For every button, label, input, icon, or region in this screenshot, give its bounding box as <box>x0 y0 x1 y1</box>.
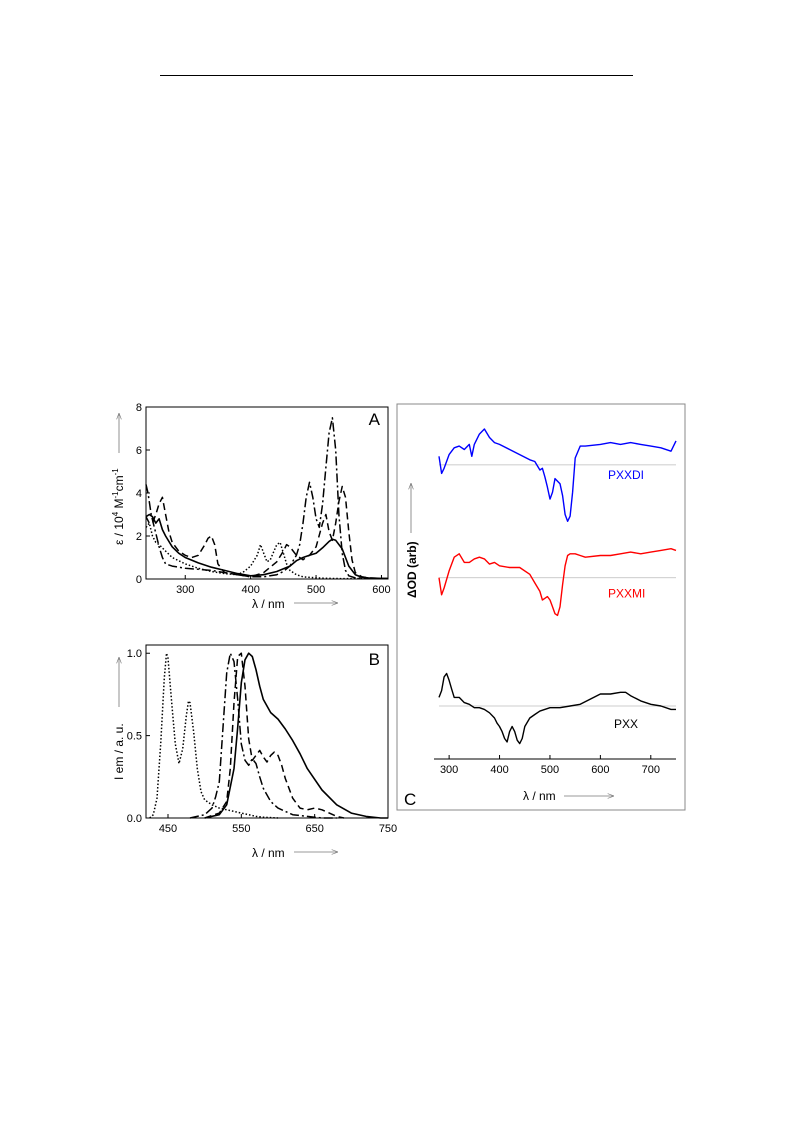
x-tick-label: 700 <box>642 764 660 776</box>
y-tick-label: 1.0 <box>127 648 142 660</box>
baselines <box>439 464 676 707</box>
x-tick-label: 600 <box>372 584 390 596</box>
series-line-pxx <box>438 672 676 745</box>
y-tick-label: 4 <box>136 488 142 500</box>
x-axis-label: λ / nm <box>252 597 285 611</box>
header-rule <box>160 75 633 76</box>
series-line-dashdot <box>189 652 337 819</box>
panel-letter: B <box>369 650 380 669</box>
y-ticks: 0 2 4 6 8 <box>136 402 150 586</box>
y-tick-label: 2 <box>136 531 142 543</box>
y-label-exp: -1 <box>111 468 120 476</box>
series-line-dashed <box>145 485 389 580</box>
series-line-dashed <box>204 652 345 819</box>
y-tick-label: 8 <box>136 402 142 414</box>
panel-letter: A <box>369 410 381 429</box>
y-tick-label: 0.5 <box>127 731 142 743</box>
y-label-exp: -1 <box>111 491 120 499</box>
series-label-pxxdi: PXXDI <box>608 468 644 482</box>
panel-letter: C <box>404 790 416 809</box>
y-label-exp: 4 <box>111 511 120 516</box>
series-line-solid <box>204 652 388 819</box>
x-tick-label: 500 <box>307 584 325 596</box>
series-line-pxxdi <box>438 428 677 523</box>
y-axis-label: I em / a. u. <box>112 723 126 780</box>
x-ticks: 300 400 500 600 700 <box>440 755 660 776</box>
x-axis-label: λ / nm <box>252 846 285 860</box>
series-line-pxxmi <box>438 547 677 617</box>
y-label-base: ε / 10 <box>112 516 126 545</box>
y-tick-label: 0 <box>136 574 142 586</box>
emission-chart-panel-b: 450 550 650 750 0.0 0.5 1.0 B λ / nm I em / a… <box>112 644 397 860</box>
y-axis-label: ΔOD (arb) <box>405 541 419 598</box>
y-tick-label: 0.0 <box>127 813 142 825</box>
y-tick-label: 6 <box>136 445 142 457</box>
y-axis-label-text: ΔOD (arb) <box>405 541 419 598</box>
y-label-unit: M <box>112 499 126 512</box>
x-tick-label: 600 <box>591 764 609 776</box>
series-line-dotted <box>145 522 388 580</box>
plot-frame <box>145 644 389 819</box>
series-label-pxx: PXX <box>614 717 638 731</box>
y-ticks: 0.0 0.5 1.0 <box>127 648 150 825</box>
x-axis-label: λ / nm <box>523 789 556 803</box>
series-line-dashdot <box>145 417 388 580</box>
series-labels: PXXDI PXXMI PXX <box>608 468 645 731</box>
svg-text:ε / 104 M-1cm-1: ε / 104 M-1cm-1 <box>111 468 126 545</box>
series-group <box>438 428 677 745</box>
panel-border <box>396 403 686 811</box>
y-axis-label-text: I em / a. u. <box>112 723 126 780</box>
transient-absorption-panel-c: 300 400 500 600 700 PXXDI PXXMI PXX C λ / nm Δ… <box>396 403 686 811</box>
x-tick-label: 750 <box>379 823 397 835</box>
x-tick-label: 300 <box>440 764 458 776</box>
series-line-dotted <box>149 652 279 819</box>
x-tick-label: 400 <box>241 584 259 596</box>
series-label-pxxmi: PXXMI <box>608 587 645 601</box>
series-line-solid <box>145 513 389 580</box>
y-axis-label: ε / 104 M-1cm-1 <box>111 468 126 545</box>
x-tick-label: 500 <box>541 764 559 776</box>
x-tick-label: 450 <box>159 823 177 835</box>
x-tick-label: 300 <box>176 584 194 596</box>
series-group <box>145 417 389 580</box>
y-label-unit: cm <box>112 475 126 491</box>
series-group <box>149 652 388 819</box>
x-ticks: 300 400 500 600 <box>176 575 391 596</box>
x-ticks: 450 550 650 750 <box>159 814 397 835</box>
x-tick-label: 650 <box>305 823 323 835</box>
x-tick-label: 550 <box>232 823 250 835</box>
x-tick-label: 400 <box>490 764 508 776</box>
